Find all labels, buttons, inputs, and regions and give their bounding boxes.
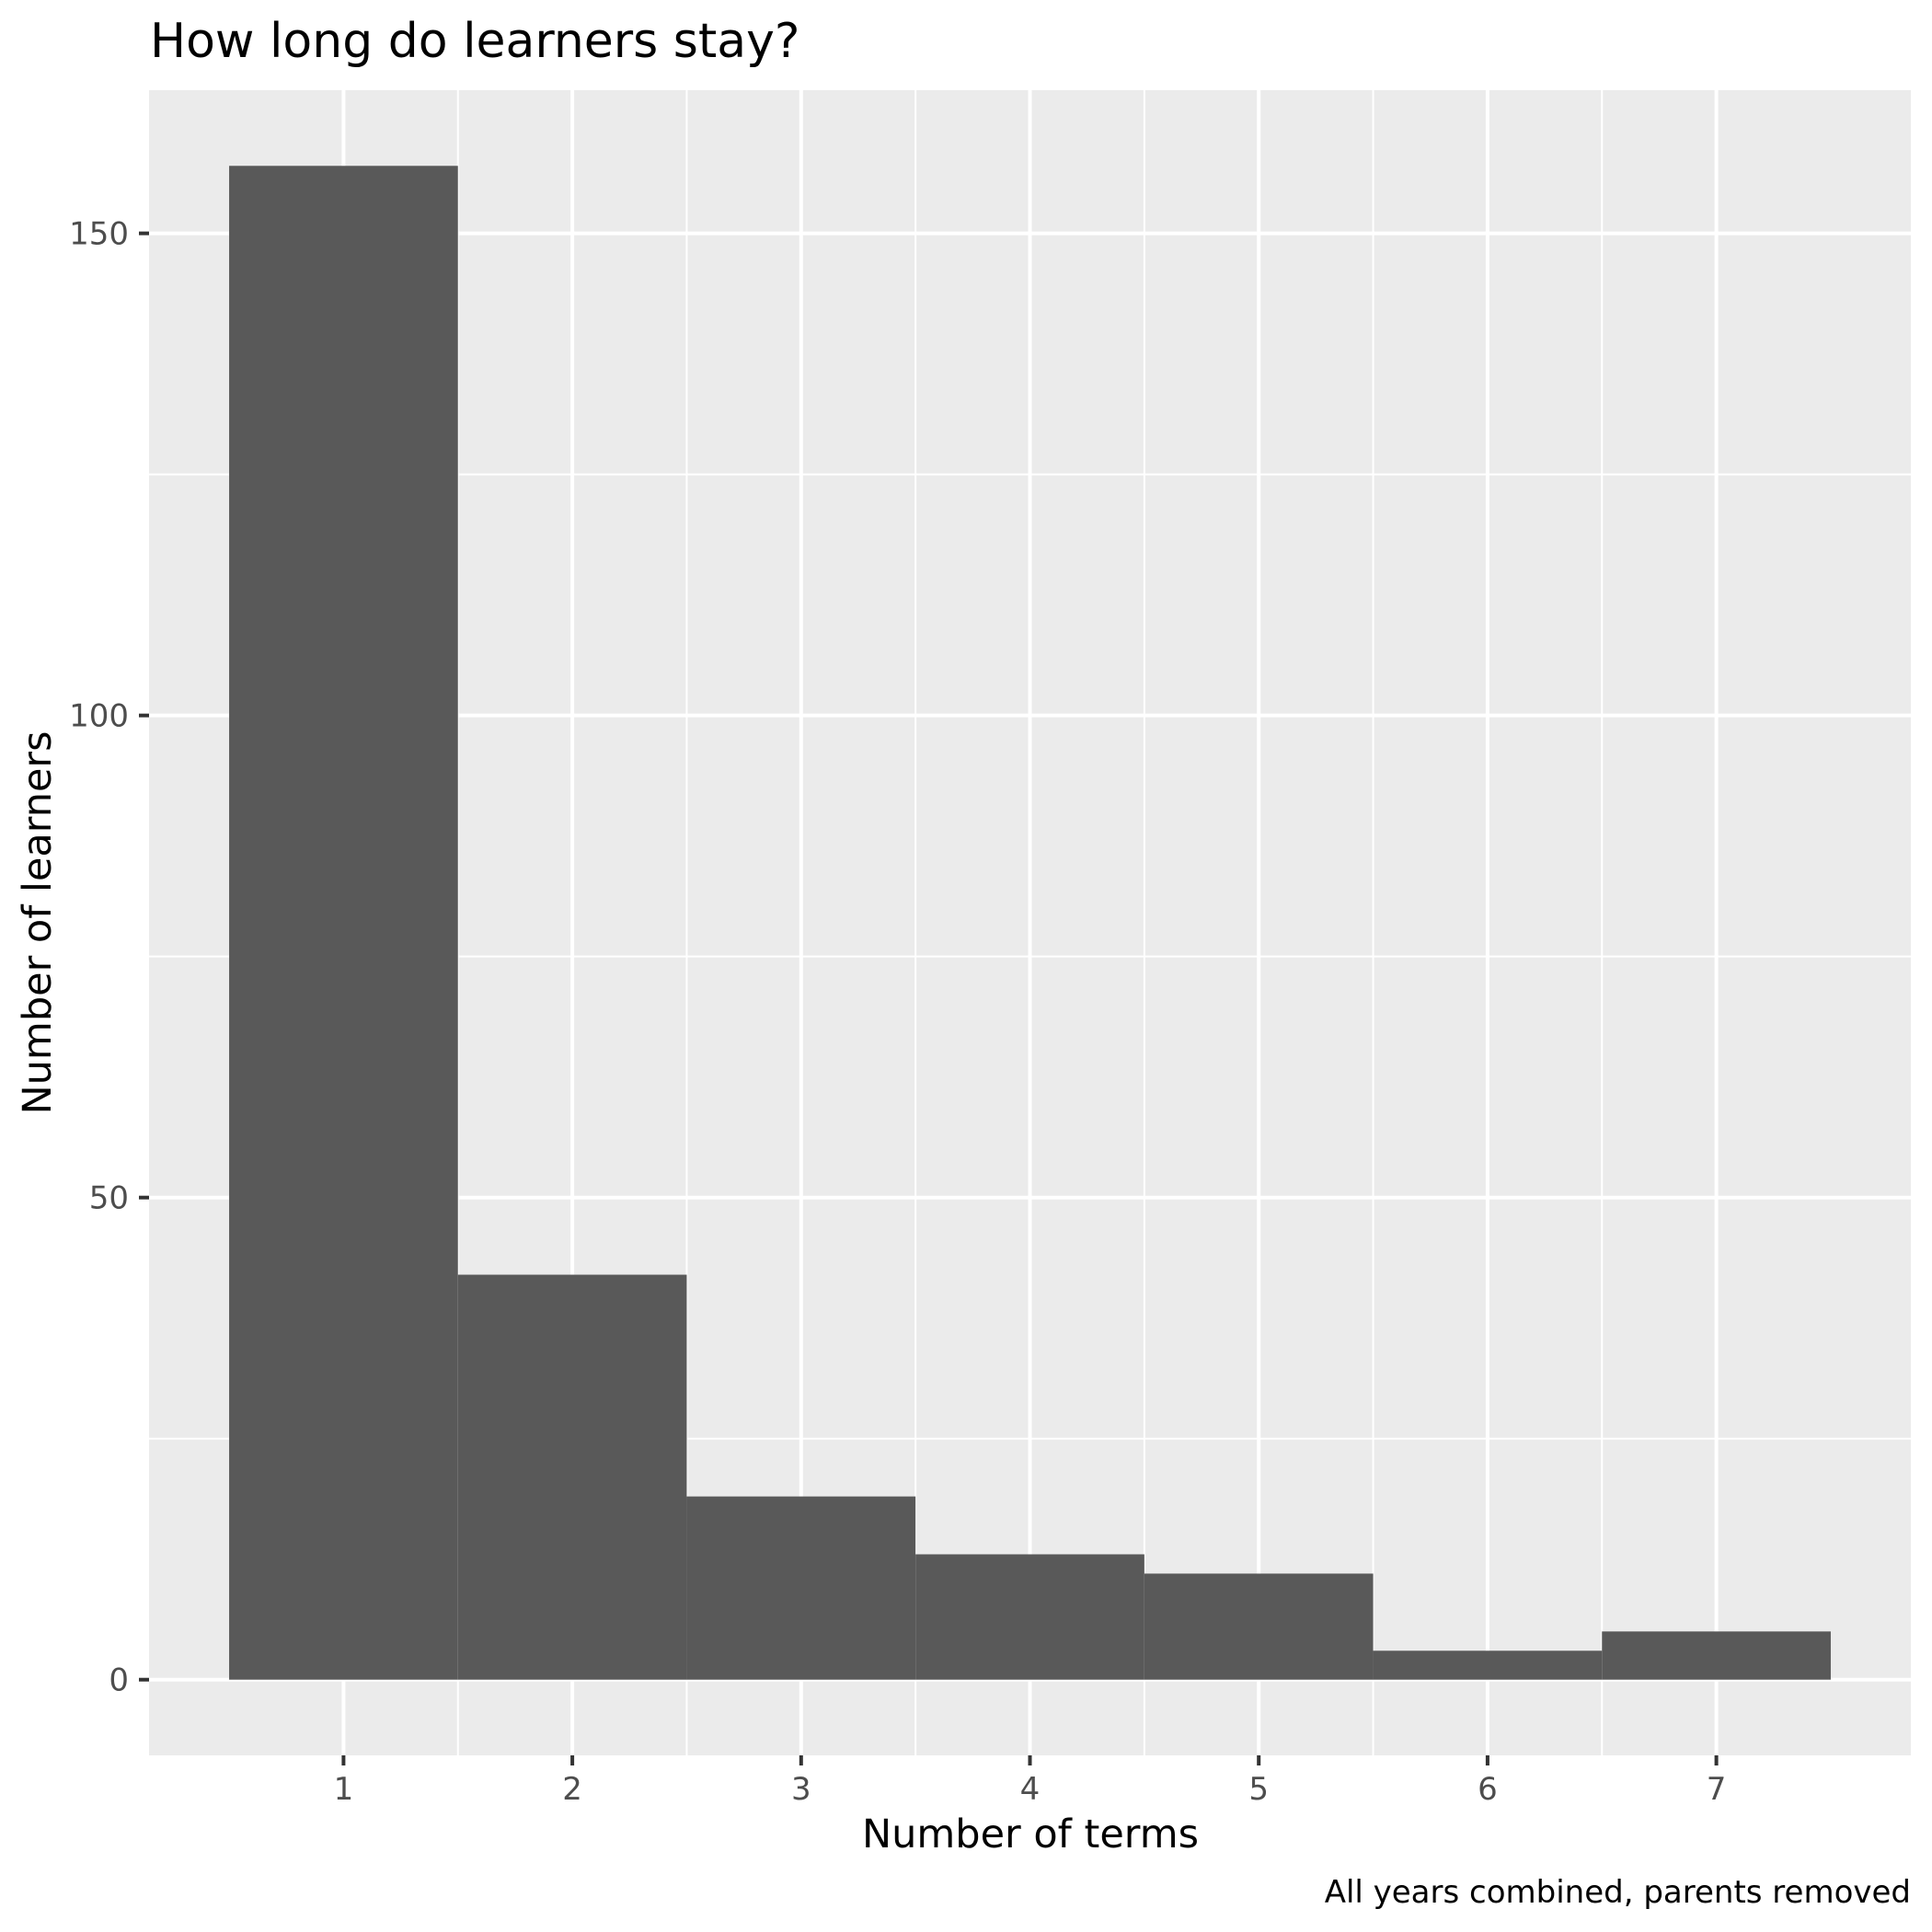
y-tick-label: 150 (69, 216, 129, 253)
x-axis-title: Number of terms (862, 1811, 1199, 1857)
histogram-bar (1602, 1631, 1831, 1680)
y-tick-label: 0 (109, 1662, 129, 1699)
chart-caption: All years combined, parents removed (1325, 1874, 1911, 1911)
histogram-bar (686, 1496, 916, 1680)
x-tick-label: 7 (1707, 1771, 1727, 1808)
y-tick-label: 100 (69, 698, 129, 735)
y-tick-label: 50 (89, 1180, 129, 1217)
chart-title: How long do learners stay? (150, 14, 800, 69)
histogram-bar (229, 166, 458, 1680)
x-tick-label: 6 (1478, 1771, 1498, 1808)
x-tick-label: 3 (791, 1771, 811, 1808)
histogram-bar (915, 1554, 1144, 1680)
x-tick-label: 5 (1248, 1771, 1269, 1808)
x-tick-label: 2 (562, 1771, 582, 1808)
histogram-bar (1144, 1573, 1374, 1680)
histogram-bars (229, 166, 1831, 1680)
histogram-bar (457, 1274, 687, 1680)
y-axis-title: Number of learners (15, 731, 61, 1115)
x-tick-label: 1 (334, 1771, 354, 1808)
x-axis: 1 2 3 4 5 6 7 (334, 1755, 1727, 1808)
y-axis: 0 50 100 150 (69, 216, 149, 1699)
histogram-bar (1373, 1650, 1603, 1680)
x-tick-label: 4 (1020, 1771, 1041, 1808)
